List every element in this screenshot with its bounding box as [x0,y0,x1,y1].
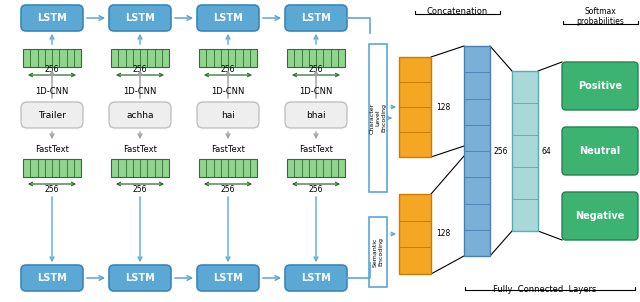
Text: 1D-CNN: 1D-CNN [211,88,244,97]
FancyBboxPatch shape [285,265,347,291]
FancyBboxPatch shape [562,192,638,240]
Text: LSTM: LSTM [213,13,243,23]
Bar [369,217,387,287]
Bar [464,46,490,256]
Text: 256: 256 [132,185,147,194]
Text: 256: 256 [132,65,147,73]
Text: LSTM: LSTM [301,273,331,283]
Text: LSTM: LSTM [301,13,331,23]
Text: 1D-CNN: 1D-CNN [300,88,333,97]
FancyBboxPatch shape [21,265,83,291]
FancyBboxPatch shape [285,5,347,31]
Text: FastText: FastText [211,146,245,155]
Text: 128: 128 [436,230,451,239]
FancyBboxPatch shape [109,102,171,128]
FancyBboxPatch shape [197,102,259,128]
FancyBboxPatch shape [21,102,83,128]
FancyBboxPatch shape [285,102,347,128]
Text: 256: 256 [221,65,236,73]
FancyBboxPatch shape [197,5,259,31]
Text: hai: hai [221,111,235,120]
Text: 256: 256 [221,185,236,194]
Bar [399,57,431,157]
Text: 128: 128 [436,102,451,111]
Text: 256: 256 [308,185,323,194]
Text: LSTM: LSTM [37,13,67,23]
Text: Negative: Negative [575,211,625,221]
Text: 256: 256 [45,65,60,73]
Text: Positive: Positive [578,81,622,91]
FancyBboxPatch shape [21,5,83,31]
Text: FastText: FastText [35,146,69,155]
FancyBboxPatch shape [562,127,638,175]
Text: Neutral: Neutral [579,146,621,156]
Bar [111,159,169,177]
Text: 256: 256 [308,65,323,73]
Text: bhai: bhai [306,111,326,120]
Text: Character
Level
Encoding: Character Level Encoding [370,102,387,133]
Text: 256: 256 [494,146,509,156]
Text: LSTM: LSTM [213,273,243,283]
Bar [287,49,345,67]
Text: Concatenation: Concatenation [426,7,488,16]
Text: Semantic
Encoding: Semantic Encoding [372,237,383,267]
FancyBboxPatch shape [562,62,638,110]
Bar [23,49,81,67]
Bar [111,49,169,67]
Text: Fully  Connected  Layers: Fully Connected Layers [493,285,596,294]
Text: 1D-CNN: 1D-CNN [124,88,157,97]
Bar [199,49,257,67]
Bar [23,159,81,177]
Bar [287,159,345,177]
Bar [399,194,431,274]
Text: achha: achha [126,111,154,120]
Text: 256: 256 [45,185,60,194]
Text: 64: 64 [542,146,552,156]
Text: FastText: FastText [299,146,333,155]
FancyBboxPatch shape [197,265,259,291]
FancyBboxPatch shape [109,265,171,291]
Text: LSTM: LSTM [125,273,155,283]
Text: LSTM: LSTM [125,13,155,23]
Bar [199,159,257,177]
Text: Trailer: Trailer [38,111,66,120]
Text: Softmax
probabilities: Softmax probabilities [576,7,624,26]
Text: FastText: FastText [123,146,157,155]
Text: 1D-CNN: 1D-CNN [35,88,68,97]
Bar [369,44,387,192]
Text: LSTM: LSTM [37,273,67,283]
Bar [512,71,538,231]
FancyBboxPatch shape [109,5,171,31]
